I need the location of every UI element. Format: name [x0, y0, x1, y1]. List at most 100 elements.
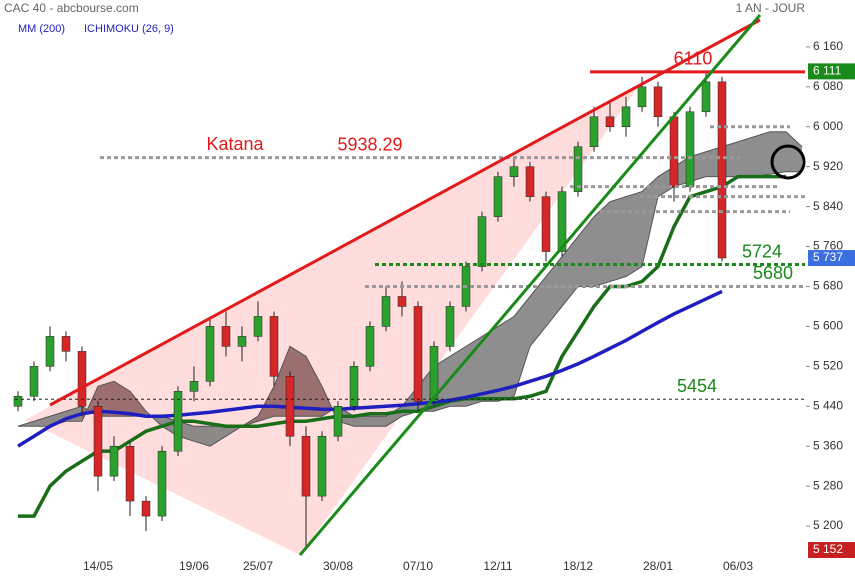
cloud-segment — [514, 296, 530, 397]
candle-body — [573, 146, 583, 192]
candle-body — [621, 106, 631, 128]
candle-body — [493, 176, 503, 217]
cloud-segment — [562, 236, 578, 307]
level-label: 5724 — [742, 241, 782, 261]
candle-body — [669, 116, 679, 187]
cloud-segment — [530, 276, 546, 347]
x-tick-label: 07/10 — [403, 559, 433, 573]
cloud-segment — [482, 326, 498, 402]
candle-body — [365, 326, 375, 367]
annotation: Katana — [206, 134, 264, 154]
ma-line — [17, 289, 723, 448]
candles — [13, 71, 727, 551]
level-label: 5454 — [677, 376, 717, 396]
x-tick-label: 30/08 — [323, 559, 353, 573]
y-tick-label: 5 680 — [813, 279, 843, 293]
candle-body — [189, 381, 199, 392]
candle-body — [397, 296, 407, 307]
candle-body — [141, 500, 151, 517]
candle-body — [509, 166, 519, 177]
candle-body — [269, 316, 279, 377]
candle-body — [157, 450, 167, 517]
candle-body — [541, 196, 551, 252]
cloud-segment — [194, 426, 210, 447]
cloud-segment — [306, 356, 322, 417]
candle-body — [653, 86, 663, 118]
level-label: 5938.29 — [337, 134, 402, 154]
y-tick-label: 5 280 — [813, 478, 843, 492]
candle-body — [93, 406, 103, 477]
cloud-segment — [258, 386, 274, 422]
legend-item: ICHIMOKU (26, 9) — [84, 23, 174, 35]
candle-body — [605, 116, 615, 128]
legend-item: MM (200) — [18, 23, 65, 35]
candle-body — [477, 216, 487, 267]
x-tick-label: 25/07 — [243, 559, 273, 573]
candle-body — [589, 116, 599, 147]
candle-body — [429, 346, 439, 402]
x-tick-label: 18/12 — [563, 559, 593, 573]
candle-body — [637, 86, 647, 108]
period: 1 AN - JOUR — [736, 1, 806, 15]
price-axis: 14/05 19/06 25/07 30/08 07/10 12/11 18/12 28/01… — [83, 39, 855, 573]
highlight-circle — [770, 144, 806, 180]
candle-body — [525, 166, 535, 197]
x-tick-label: 19/06 — [179, 559, 209, 573]
y-tick-label: 5 440 — [813, 398, 843, 412]
x-tick-label: 14/05 — [83, 559, 113, 573]
cloud-segment — [770, 131, 786, 175]
y-tick-label: 5 360 — [813, 438, 843, 452]
candle-body — [717, 81, 727, 259]
cloud-segment — [578, 216, 594, 287]
cloud-segment — [754, 131, 770, 177]
cloud-segment — [34, 416, 50, 427]
price-marker — [808, 250, 855, 267]
y-tick-label: 5 200 — [813, 518, 843, 532]
span-b-line — [18, 171, 802, 447]
candle-body — [701, 81, 711, 113]
cloud-segment — [546, 256, 562, 327]
y-tick-label: 6 160 — [813, 39, 843, 53]
cloud-segment — [498, 316, 514, 402]
candle-body — [237, 336, 247, 347]
y-tick-label: 5 600 — [813, 319, 843, 333]
candle-body — [13, 396, 23, 407]
candle-body — [253, 316, 263, 337]
candle-body — [285, 376, 295, 437]
price-marker — [808, 63, 855, 80]
candle-body — [349, 366, 359, 407]
y-tick-label: 6 080 — [813, 79, 843, 93]
upper-trendline — [49, 18, 761, 407]
price-marker-label: 5 152 — [813, 542, 843, 556]
lower-trendline — [298, 14, 762, 556]
x-tick-label: 28/01 — [643, 559, 673, 573]
candle-body — [557, 191, 567, 252]
level-label: 6110 — [674, 49, 713, 69]
candle-body — [125, 445, 135, 502]
x-tick-label: 12/11 — [483, 559, 512, 573]
y-tick-label: 5 920 — [813, 159, 843, 173]
price-marker-label: 6 111 — [813, 64, 842, 78]
candle-body — [77, 351, 87, 407]
cloud-segment — [738, 136, 754, 177]
cloud-segment — [642, 176, 658, 267]
cloud-segment — [786, 131, 802, 172]
candle-body — [301, 435, 311, 497]
candle-body — [685, 111, 695, 187]
candle-body — [221, 326, 231, 347]
candle-body — [413, 306, 423, 402]
chart-title: CAC 40 - abcbourse.com — [4, 1, 139, 15]
level-label: 5680 — [753, 263, 793, 283]
cloud-segment — [114, 381, 130, 417]
candle-body — [173, 391, 183, 452]
candle-body — [381, 296, 391, 327]
cloud-segment — [322, 386, 338, 422]
cloud-segment — [610, 196, 626, 282]
cloud-segment — [450, 346, 466, 407]
candle-body — [317, 435, 327, 497]
candle-body — [205, 326, 215, 382]
cloud-segment — [210, 426, 226, 447]
candle-body — [61, 336, 71, 352]
